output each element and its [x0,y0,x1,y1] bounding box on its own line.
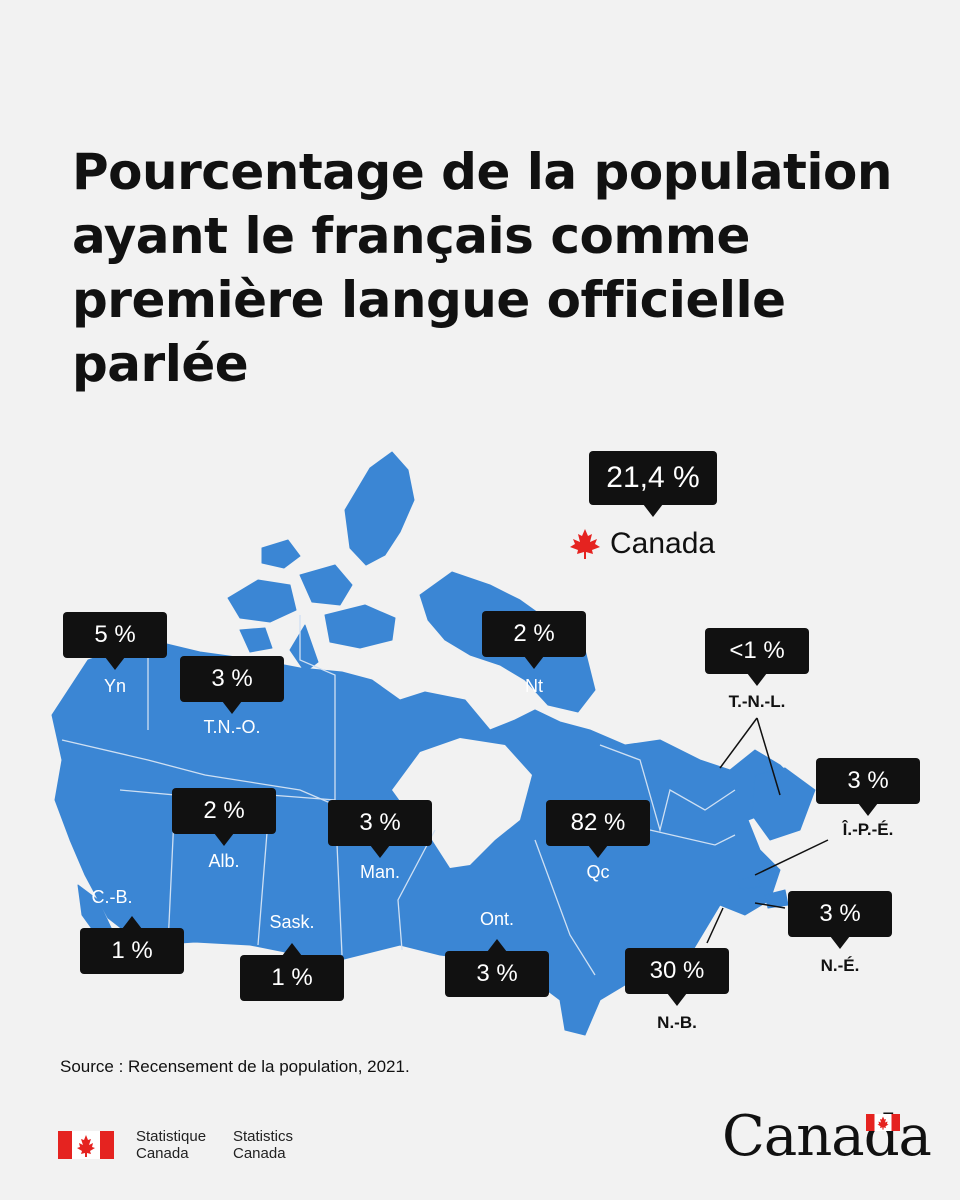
callout-cb: 1 % [80,916,184,974]
callout-man: 3 % [328,800,432,858]
callout-nt: 2 % [482,611,586,669]
callout-alb: 2 % [172,788,276,846]
arctic-island-d [261,539,301,569]
statcan-fr-line2: Canada [136,1145,189,1162]
hudson-bay [392,738,532,868]
label-qc: Qc [586,862,610,882]
callout-yn: 5 % [63,612,167,670]
label-man: Man. [359,862,401,882]
callout-nb: 30 % [625,948,729,1006]
statcan-en-line1: Statistics [233,1128,294,1145]
callout-qc: 82 % [546,800,650,858]
arctic-island-c [324,604,396,649]
callout-ont: 3 % [445,939,549,997]
canada-value-callout: 21,4 % [589,451,717,517]
ellesmere-island [344,451,415,566]
maple-leaf-icon [570,529,600,559]
callout-ne: 3 % [788,891,892,949]
arctic-island-f [239,627,273,653]
label-ipe: Î.-P.-É. [842,820,894,839]
statcan-name-en: Statistics Canada [233,1128,293,1162]
label-nt: Nt [525,676,543,696]
label-ont: Ont. [479,909,515,929]
newfoundland [751,767,816,841]
label-ne: N.-É. [820,956,860,975]
arctic-island-e [289,624,319,673]
statcan-name-fr: Statistique Canada [136,1128,206,1162]
arctic-island-a [227,579,297,623]
canada-flag-icon [58,1131,114,1159]
label-alb: Alb. [208,851,240,871]
label-cb: C.-B. [91,887,133,907]
label-tno: T.N.-O. [203,717,261,737]
callout-tnl: <1 % [705,628,809,686]
callout-sask: 1 % [240,943,344,1001]
wordmark-flag-icon [866,1114,900,1131]
callout-ipe: 3 % [816,758,920,816]
statcan-en-line2: Canada [233,1145,286,1162]
canada-label: Canada [568,527,715,561]
callout-tno: 3 % [180,656,284,714]
label-nb: N.-B. [657,1013,697,1032]
pei [737,875,761,890]
arctic-island-b [299,564,353,606]
canada-label-text: Canada [610,527,716,560]
label-sask: Sask. [269,912,315,932]
source-note: Source : Recensement de la population, 2… [60,1057,410,1076]
page-title: Pourcentage de la population ayant le fr… [72,143,892,393]
label-tnl: T.-N.-L. [728,692,786,711]
label-yn: Yn [103,676,127,696]
statcan-fr-line1: Statistique [136,1128,207,1145]
